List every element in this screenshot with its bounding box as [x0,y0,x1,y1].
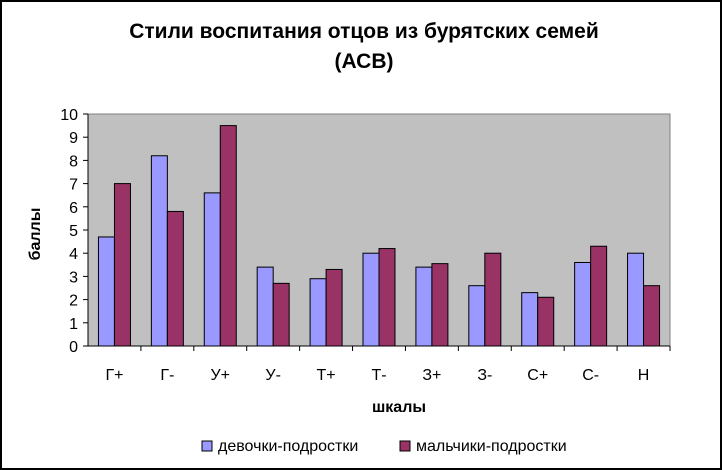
x-tick-label: З- [477,367,492,384]
bar-girls [415,266,433,347]
x-tick-label: Т+ [317,367,336,384]
bar-boys [590,245,608,347]
legend-swatch-boys [399,440,411,452]
y-tick-label: 3 [69,269,78,286]
bar-girls [309,278,327,347]
bar-boys [325,268,343,347]
x-tick-label: Н [638,367,650,384]
bar-boys [537,296,555,347]
bar-boys [166,210,184,347]
y-tick-label: 2 [69,293,78,310]
x-axis: Г+ Г- У+ У- Т+ Т- З+ З- С+ С- Н [105,346,671,384]
bar-boys [113,183,131,347]
bar-girls [362,252,380,347]
bar-girls [574,261,592,347]
chart-subtitle: (АСВ) [335,50,394,73]
legend-label-boys: мальчики-подростки [416,438,567,455]
bar-boys [378,248,396,347]
x-axis-label: шкалы [372,399,426,416]
bar-girls [150,155,168,347]
bar-boys [643,285,661,347]
x-tick-label: Г- [160,367,174,384]
bar-girls [203,192,221,347]
bars-group [97,125,661,347]
y-axis-label: баллы [27,208,44,261]
bar-girls [521,292,539,347]
x-tick-label: С- [582,367,599,384]
chart-title: Стили воспитания отцов из бурятских семе… [129,20,599,43]
x-tick-label: Т- [371,367,386,384]
y-axis: 0 1 2 3 4 5 6 7 8 9 10 [60,107,88,356]
x-tick-label: З+ [422,367,441,384]
y-tick-label: 6 [69,200,78,217]
y-tick-label: 5 [69,223,78,240]
legend-swatch-girls [201,440,213,452]
bar-boys [272,282,290,347]
bar-boys [431,263,449,347]
y-tick-label: 0 [69,339,78,356]
bar-boys [219,125,237,347]
x-tick-label: У- [265,367,281,384]
bar-girls [256,266,274,347]
bar-girls [468,285,486,347]
bar-girls [627,252,645,347]
y-tick-label: 4 [69,246,78,263]
legend-label-girls: девочки-подростки [218,438,358,455]
y-tick-label: 9 [69,130,78,147]
y-tick-label: 7 [69,177,78,194]
bar-boys [484,252,502,347]
x-tick-label: У+ [211,367,231,384]
bar-girls [97,236,115,347]
y-tick-label: 1 [69,316,78,333]
legend: девочки-подростки мальчики-подростки [201,438,567,455]
x-tick-label: С+ [527,367,548,384]
y-tick-label: 8 [69,153,78,170]
y-tick-label: 10 [60,107,78,124]
x-tick-label: Г+ [105,367,123,384]
